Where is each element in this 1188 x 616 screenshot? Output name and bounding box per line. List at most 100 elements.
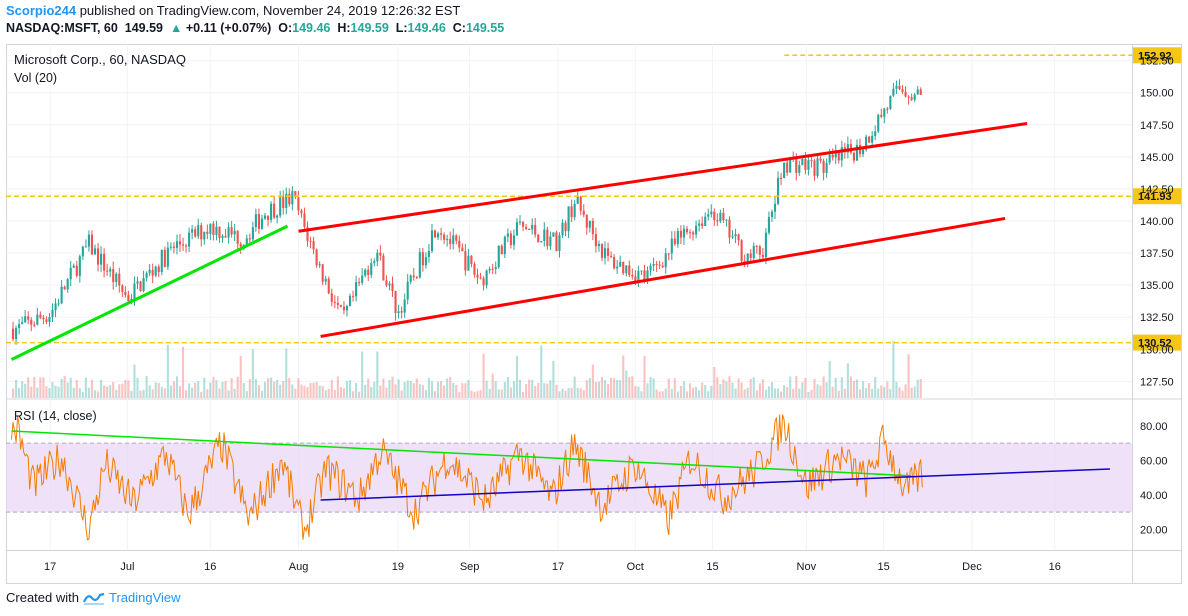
- candle-body: [579, 196, 582, 211]
- volume-bar: [716, 377, 719, 398]
- volume-bar: [103, 385, 106, 398]
- candle-body: [828, 154, 831, 163]
- volume-bar: [691, 387, 695, 398]
- volume-bar: [764, 389, 767, 398]
- candle-body: [257, 214, 260, 229]
- volume-bar: [421, 385, 424, 398]
- candle-body: [919, 89, 922, 95]
- candle-body: [685, 228, 689, 233]
- volume-bar: [197, 381, 200, 398]
- trendline-lower-channel[interactable]: [320, 216, 1006, 338]
- volume-bar: [446, 378, 449, 398]
- candle-body: [531, 224, 534, 230]
- volume-bar: [279, 384, 282, 398]
- volume-bar: [661, 391, 664, 398]
- volume-bar: [828, 360, 831, 398]
- candle-body: [160, 249, 163, 273]
- volume-bar: [251, 349, 254, 398]
- volume-bar: [497, 389, 500, 398]
- candle-body: [707, 214, 710, 217]
- candle-body: [476, 274, 479, 278]
- candle-body: [194, 229, 197, 237]
- volume-bar: [464, 383, 467, 398]
- rsi-trendline-green[interactable]: [11, 430, 912, 477]
- tradingview-link[interactable]: TradingView: [108, 590, 181, 605]
- volume-bar: [555, 384, 558, 398]
- volume-bar: [367, 378, 370, 398]
- volume-bar: [773, 388, 777, 398]
- candle-body: [449, 239, 452, 244]
- volume-bar: [69, 377, 72, 398]
- volume-bar: [594, 382, 597, 398]
- candle-body: [446, 239, 449, 241]
- candle-body: [737, 234, 740, 241]
- candle-body: [118, 273, 121, 286]
- candle-body: [364, 269, 367, 276]
- volume-bar: [288, 378, 291, 398]
- candle-body: [327, 278, 330, 294]
- low-value: 149.46: [407, 21, 446, 35]
- volume-bar: [443, 385, 446, 398]
- candle-body: [570, 206, 573, 218]
- tradingview-logo-icon: [82, 592, 105, 605]
- volume-bar: [96, 391, 100, 398]
- candle-body: [455, 235, 458, 241]
- volume-bar: [297, 378, 300, 398]
- volume-bar: [834, 377, 837, 398]
- volume-bar: [348, 380, 352, 398]
- candle-body: [901, 89, 904, 92]
- volume-bar: [376, 351, 379, 398]
- trendline-green[interactable]: [10, 224, 289, 361]
- volume-bar: [509, 387, 512, 398]
- symbol-label: NASDAQ:MSFT, 60: [6, 21, 118, 35]
- volume-bar: [616, 380, 619, 398]
- candle-body: [555, 232, 558, 251]
- candle-body: [154, 266, 157, 276]
- rsi-trendline-blue[interactable]: [320, 468, 1110, 501]
- volume-bar: [75, 380, 78, 398]
- volume-bar: [613, 378, 616, 398]
- candle-body: [309, 240, 312, 242]
- candle-body: [916, 89, 919, 95]
- volume-bar: [619, 380, 622, 398]
- candle-body: [825, 162, 828, 173]
- candle-body: [834, 151, 837, 158]
- candle-body: [649, 265, 652, 271]
- trendline-upper-channel[interactable]: [298, 122, 1028, 233]
- volume-bar: [48, 388, 51, 398]
- volume-bar: [270, 377, 273, 398]
- volume-bar: [810, 389, 813, 398]
- volume-bar: [898, 387, 901, 398]
- volume-bar: [579, 388, 582, 398]
- volume-bar: [191, 387, 194, 398]
- candle-body: [898, 85, 901, 90]
- chart-container[interactable]: 152.92 141.93 130.52 17 Jul 16 Aug 19 Sep 17 Oct 1…: [6, 44, 1182, 584]
- volume-bar: [892, 340, 895, 398]
- volume-bar: [701, 382, 704, 398]
- candle-body: [740, 240, 743, 262]
- candle-body: [303, 213, 306, 227]
- volume-bar: [100, 379, 103, 398]
- candle-body: [415, 277, 418, 279]
- author-link[interactable]: Scorpio244: [6, 3, 77, 18]
- volume-bar: [27, 377, 30, 398]
- volume-bar: [364, 384, 367, 398]
- price-tick-label: 150.00: [1140, 88, 1174, 100]
- volume-bar: [625, 370, 628, 398]
- candle-body: [84, 246, 87, 248]
- candle-body: [846, 144, 849, 153]
- chart-svg[interactable]: 152.92 141.93 130.52 17 Jul 16 Aug 19 Sep 17 Oct 1…: [6, 44, 1182, 584]
- candle-body: [367, 269, 370, 275]
- volume-bar: [273, 381, 276, 398]
- candle-body: [464, 251, 467, 271]
- volume-bar: [78, 388, 81, 398]
- candle-body: [461, 247, 464, 252]
- volume-bar: [540, 345, 543, 398]
- volume-bar: [361, 351, 364, 398]
- volume-bar: [84, 377, 87, 398]
- volume-bar: [39, 377, 42, 398]
- price-tick-label: 132.50: [1140, 312, 1174, 324]
- volume-bar: [655, 389, 658, 398]
- time-tick-label: Aug: [289, 561, 309, 573]
- candle-body: [561, 222, 564, 236]
